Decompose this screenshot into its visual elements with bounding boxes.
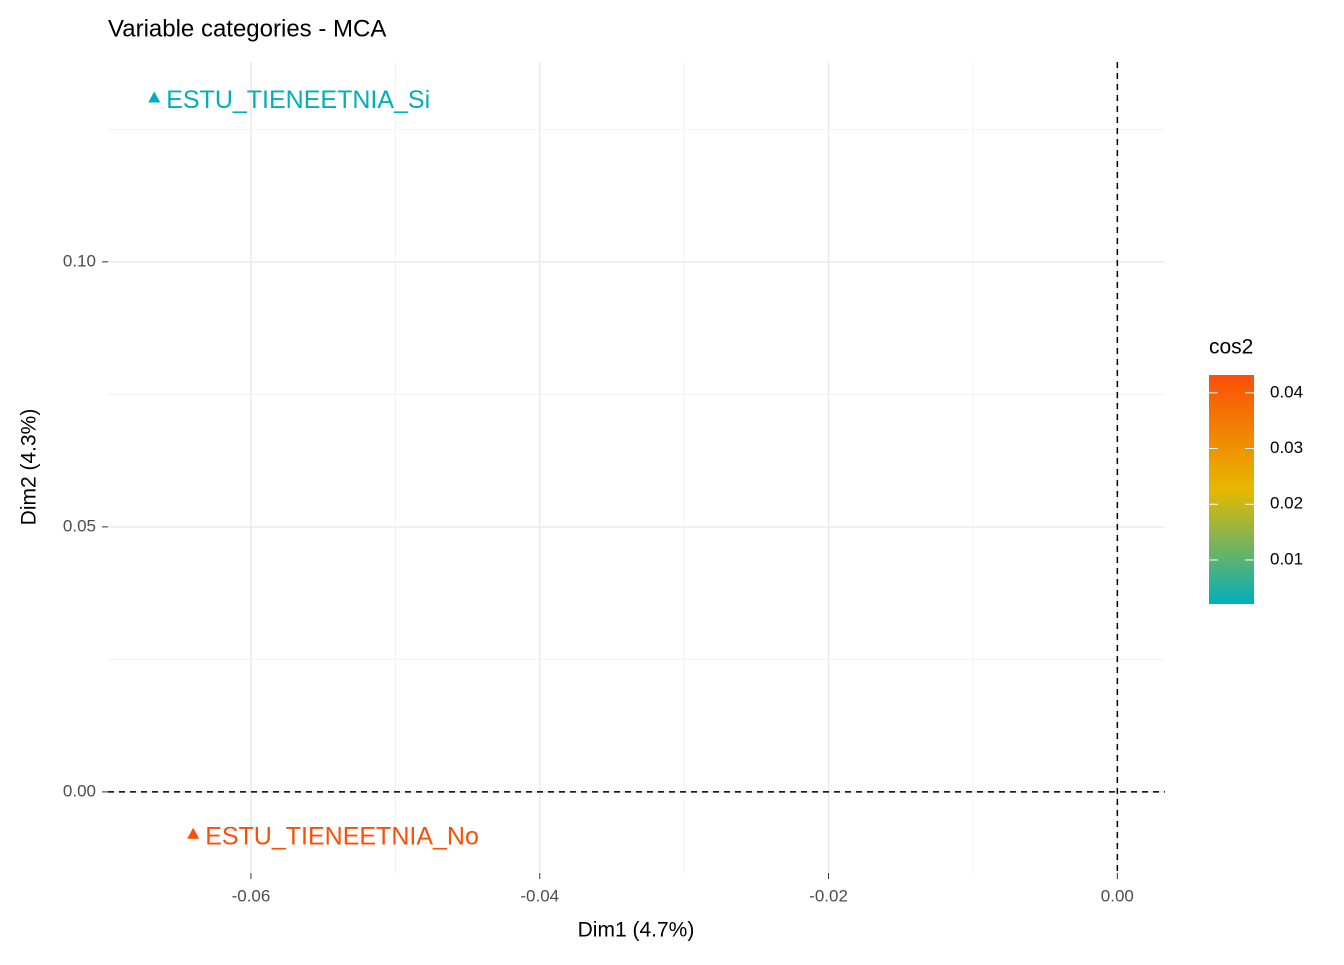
y-axis-label: Dim2 (4.3%) [18,409,41,526]
point-label: ESTU_TIENEETNIA_Si [166,86,430,114]
marks: ESTU_TIENEETNIA_Si ESTU_TIENEETNIA_No [148,86,479,850]
grid [108,62,1165,873]
y-tick-label: 0.05 [63,516,96,535]
x-tick-label: 0.00 [1101,886,1134,905]
colorbar-tick-label: 0.02 [1270,494,1303,513]
point-label: ESTU_TIENEETNIA_No [205,822,479,850]
y-tick-label: 0.10 [63,251,96,270]
colorbar [1209,375,1254,604]
x-tick-label: -0.02 [809,886,848,905]
x-tick-label: -0.04 [520,886,559,905]
y-tick-label: 0.00 [63,781,96,800]
legend-title: cos2 [1209,336,1253,359]
colorbar-tick-label: 0.01 [1270,549,1303,568]
point [148,91,161,103]
colorbar-tick-label: 0.04 [1270,382,1303,401]
chart-title: Variable categories - MCA [108,15,386,42]
x-axis-label: Dim1 (4.7%) [578,919,695,942]
colorbar-tick-label: 0.03 [1270,438,1303,457]
point [187,827,200,839]
x-tick-label: -0.06 [232,886,271,905]
